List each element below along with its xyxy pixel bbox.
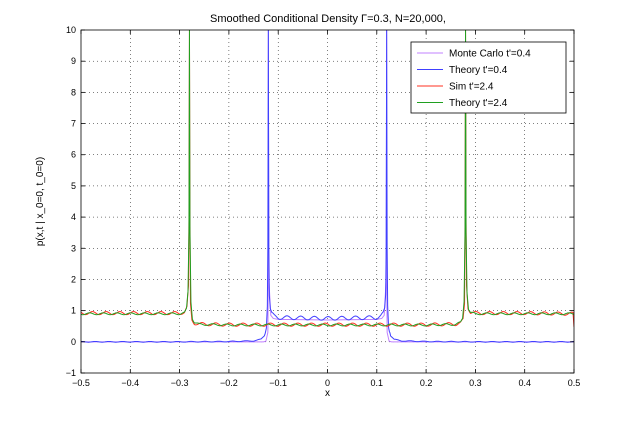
series-line	[81, 30, 574, 327]
axis-ticks: −0.5 −0.4 −0.3 −0.2 −0.1 0 0.1 0.2 0.3 0.4 0.5 −1 0 1…	[66, 25, 581, 388]
y-tick-label: 7	[71, 119, 76, 129]
legend: Monte Carlo t'=0.4 Theory t'=0.4 Sim t'=2.…	[410, 41, 567, 114]
series-line	[81, 30, 574, 343]
legend-box	[410, 41, 567, 114]
y-tick-label: 9	[71, 56, 76, 66]
y-tick-label: 3	[71, 243, 76, 253]
x-tick-label: 0.5	[568, 378, 581, 388]
y-tick-label: 2	[71, 274, 76, 284]
series-line	[81, 30, 574, 343]
x-tick-label: −0.3	[171, 378, 189, 388]
legend-entry-label: Sim t'=2.4	[449, 82, 494, 93]
y-tick-label: 5	[71, 181, 76, 191]
y-tick-label: 6	[71, 150, 76, 160]
x-tick-label: 0.1	[371, 378, 384, 388]
chart-title: Smoothed Conditional Density Γ=0.3, N=20…	[210, 13, 446, 25]
x-tick-label: −0.5	[72, 378, 90, 388]
x-tick-label: 0	[325, 378, 330, 388]
x-axis-label: x	[325, 388, 330, 399]
x-tick-label: −0.1	[269, 378, 287, 388]
x-tick-label: 0.2	[420, 378, 433, 388]
y-tick-label: −1	[66, 368, 76, 378]
y-tick-label: 4	[71, 212, 76, 222]
x-tick-label: 0.4	[518, 378, 531, 388]
series-group	[81, 30, 574, 343]
y-tick-label: 10	[66, 25, 76, 35]
series-line	[81, 30, 574, 328]
y-axis-label: p(x,t | x_0=0, t_0=0)	[35, 157, 46, 246]
x-tick-label: −0.4	[121, 378, 139, 388]
legend-entry-label: Monte Carlo t'=0.4	[449, 49, 531, 60]
y-tick-label: 1	[71, 306, 76, 316]
legend-entry-label: Theory t'=2.4	[449, 98, 508, 109]
legend-entry-label: Theory t'=0.4	[449, 65, 508, 76]
x-tick-label: 0.3	[469, 378, 482, 388]
x-tick-label: −0.2	[220, 378, 238, 388]
y-tick-label: 8	[71, 87, 76, 97]
y-tick-label: 0	[71, 337, 76, 347]
